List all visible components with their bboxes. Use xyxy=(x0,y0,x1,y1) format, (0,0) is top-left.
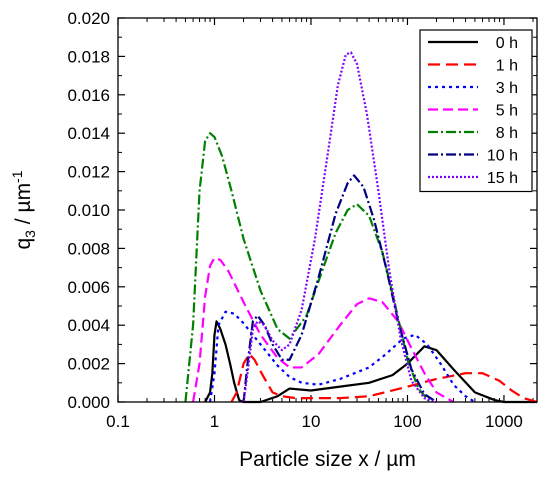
series-line xyxy=(191,256,455,403)
series-line xyxy=(184,132,431,403)
series-line xyxy=(208,310,476,403)
axis-labels: Particle size x / µm q3 / µm-1 xyxy=(9,170,416,471)
x-axis-label: Particle size x / µm xyxy=(239,448,416,471)
legend-label: 3 h xyxy=(496,80,518,97)
x-tick-label: 1 xyxy=(210,412,219,431)
y-tick-label: 0.016 xyxy=(67,86,110,105)
y-axis-label-exp: -1 xyxy=(9,170,25,183)
y-tick-label: 0.008 xyxy=(67,239,110,258)
y-axis-label-sub: 3 xyxy=(22,230,38,238)
y-tick-label: 0.020 xyxy=(67,9,110,28)
y-axis-label: q3 / µm-1 xyxy=(9,170,38,249)
series-lines xyxy=(184,51,538,404)
y-tick-label: 0.018 xyxy=(67,47,110,66)
x-tick-label: 10 xyxy=(302,412,321,431)
x-tick-label: 1000 xyxy=(485,412,523,431)
legend-box xyxy=(419,29,533,193)
y-tick-label: 0.014 xyxy=(67,124,110,143)
plot-frame xyxy=(117,17,538,403)
legend-label: 10 h xyxy=(487,148,518,165)
y-axis-label-main: q xyxy=(12,238,35,250)
axis-ticks: 0.000 0.002 0.004 0.006 0.008 0.010 0.012 0.014… xyxy=(67,9,537,431)
legend: 0 h 1 h 3 h 5 h 8 h 10 h 15 h xyxy=(419,29,533,193)
legend-label: 8 h xyxy=(496,125,518,142)
x-tick-label: 100 xyxy=(393,412,421,431)
y-axis-label-unit: / µm xyxy=(12,183,35,230)
legend-label: 15 h xyxy=(487,170,518,187)
legend-label: 0 h xyxy=(496,35,518,52)
legend-label: 5 h xyxy=(496,103,518,120)
series-line xyxy=(230,352,538,404)
y-tick-label: 0.000 xyxy=(67,393,110,412)
y-tick-label: 0.006 xyxy=(67,278,110,297)
series-line xyxy=(204,320,537,404)
series-line xyxy=(242,51,437,404)
legend-label: 1 h xyxy=(496,58,518,75)
y-tick-label: 0.012 xyxy=(67,163,110,182)
x-tick-label: 0.1 xyxy=(106,412,130,431)
y-tick-label: 0.004 xyxy=(67,316,110,335)
y-tick-label: 0.002 xyxy=(67,355,110,374)
y-tick-label: 0.010 xyxy=(67,201,110,220)
